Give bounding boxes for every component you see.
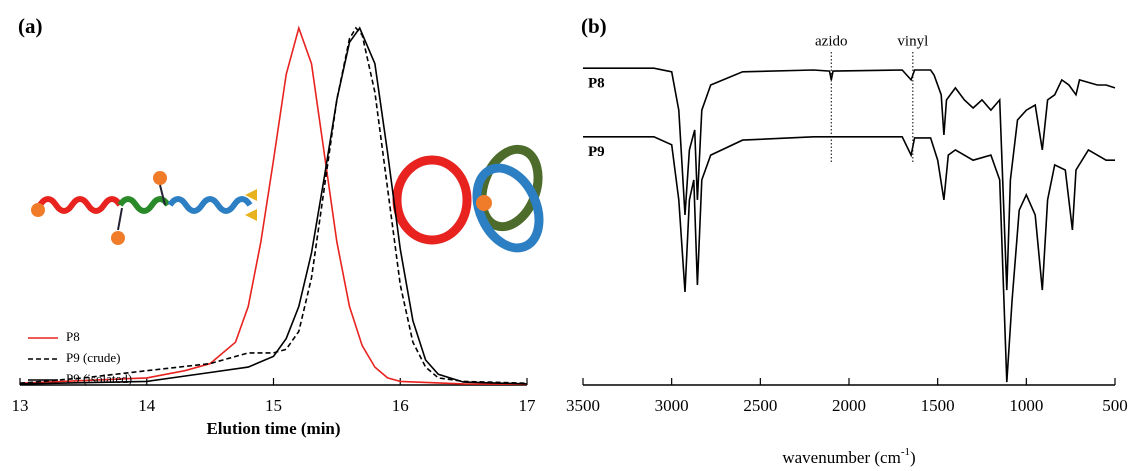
x-tick-label: 13 xyxy=(12,396,29,415)
series-line xyxy=(583,136,1115,383)
series-label: P9 xyxy=(588,144,605,160)
side-group xyxy=(111,231,125,245)
linker xyxy=(117,184,166,231)
x-tick-label: 500 xyxy=(1102,396,1128,415)
x-axis-label-part: ) xyxy=(910,448,916,467)
side-group xyxy=(153,171,167,185)
x-tick-label: 2500 xyxy=(743,396,777,415)
x-tick-label: 1000 xyxy=(1009,396,1043,415)
blue-chain xyxy=(167,196,253,214)
x-axis-label-part: wavenumber (cm xyxy=(782,448,900,467)
polymer-cartoon xyxy=(31,171,257,245)
legend-text: P9 (isolated) xyxy=(66,371,132,386)
series-line xyxy=(583,67,1116,291)
ring-cartoon xyxy=(392,144,544,253)
annotation-text: azido xyxy=(815,33,847,49)
x-tick-label: 3500 xyxy=(566,396,600,415)
legend-text: P8 xyxy=(66,329,80,344)
x-axis-label-part: -1 xyxy=(901,446,910,458)
series-line xyxy=(19,26,528,384)
x-axis-label: wavenumber (cm-1) xyxy=(782,446,915,467)
series-line xyxy=(19,26,528,385)
legend-text: P9 (crude) xyxy=(66,350,121,365)
blue-ring xyxy=(472,163,544,253)
end-group xyxy=(31,203,45,217)
x-axis-label: Elution time (min) xyxy=(206,419,340,438)
panel-label: (b) xyxy=(581,14,607,38)
x-tick-label: 15 xyxy=(265,396,282,415)
x-tick-label: 17 xyxy=(519,396,537,415)
x-tick-label: 16 xyxy=(392,396,409,415)
green-chain xyxy=(117,196,171,214)
series-label: P8 xyxy=(588,76,605,92)
x-tick-label: 14 xyxy=(138,396,156,415)
x-tick-label: 3000 xyxy=(655,396,689,415)
annotation-text: vinyl xyxy=(897,33,928,49)
series-line xyxy=(19,25,528,386)
vinyl-end xyxy=(245,189,257,221)
x-tick-label: 2000 xyxy=(832,396,866,415)
junction xyxy=(476,195,492,211)
red-ring xyxy=(392,155,472,245)
panel-label: (a) xyxy=(18,14,43,38)
red-chain xyxy=(37,196,123,214)
x-tick-label: 1500 xyxy=(921,396,955,415)
